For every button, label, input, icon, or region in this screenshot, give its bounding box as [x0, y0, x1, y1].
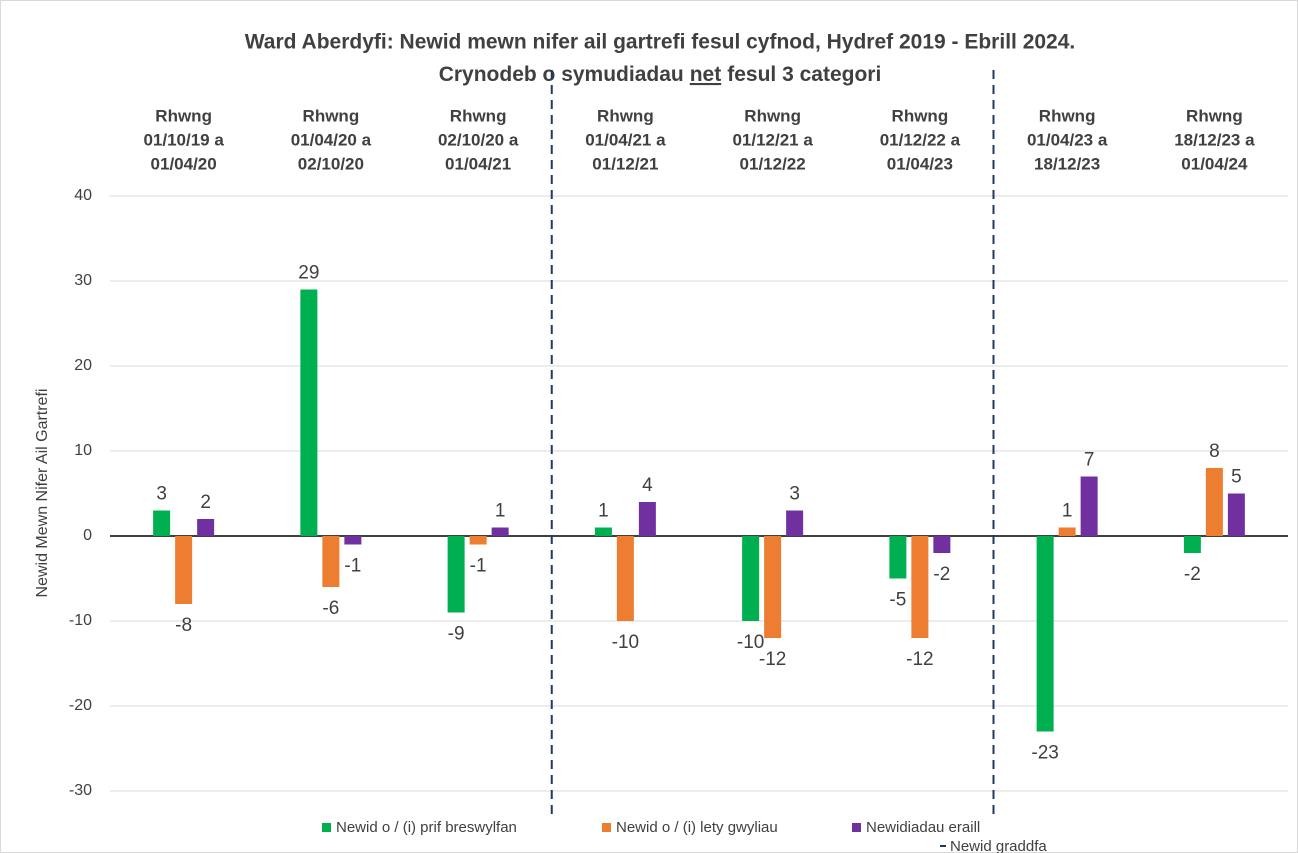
data-label: -8 [175, 615, 192, 636]
bar [491, 527, 509, 536]
subtitle-part: net [690, 63, 722, 86]
category-label: 01/12/21 a [732, 130, 813, 149]
y-tick-label: -10 [69, 612, 92, 629]
bar [1183, 536, 1201, 553]
bar [1058, 527, 1076, 536]
category-label: Rhwng [450, 106, 507, 125]
bar [1205, 468, 1223, 536]
bar [911, 536, 929, 638]
subtitle-part: fesul 3 categori [727, 63, 881, 86]
data-label: 1 [598, 501, 609, 522]
bar [322, 536, 340, 587]
category-label: Rhwng [155, 106, 212, 125]
data-label: -10 [612, 632, 639, 653]
legend-label: Newid o / (i) prif breswylfan [336, 819, 517, 836]
category-label: 18/12/23 [1034, 154, 1100, 173]
bar [764, 536, 782, 638]
y-axis-label: Newid Mewn Nifer Ail Gartrefi [34, 389, 51, 598]
y-tick-label: 40 [74, 187, 92, 204]
category-label: Rhwng [1186, 106, 1243, 125]
category-label: 01/04/21 [445, 154, 511, 173]
y-tick-label: -30 [69, 782, 92, 799]
data-label: -10 [737, 632, 764, 653]
category-label: 01/04/23 [887, 154, 953, 173]
category-label: Rhwng [303, 106, 360, 125]
data-label: -6 [322, 598, 339, 619]
category-label: Rhwng [892, 106, 949, 125]
bar [594, 527, 612, 536]
data-label: 3 [789, 484, 800, 505]
category-label: Rhwng [597, 106, 654, 125]
category-label: 01/12/22 [740, 154, 806, 173]
bar [616, 536, 634, 621]
category-label: 02/10/20 [298, 154, 364, 173]
bar [742, 536, 760, 621]
data-label: 1 [495, 501, 506, 522]
category-label: 18/12/23 a [1174, 130, 1255, 149]
bar [175, 536, 193, 604]
category-label: 02/10/20 a [438, 130, 519, 149]
data-label: -12 [759, 649, 786, 670]
data-label: -1 [470, 556, 487, 577]
bar [1036, 536, 1054, 732]
data-label: 8 [1209, 441, 1220, 462]
data-label: 3 [156, 484, 167, 505]
legend-swatch [322, 823, 331, 832]
bar [300, 289, 318, 536]
bar [153, 510, 171, 536]
data-label: 7 [1084, 450, 1095, 471]
data-label: -9 [448, 624, 465, 645]
bar [1227, 493, 1245, 536]
data-label: -1 [344, 556, 361, 577]
data-label: -2 [933, 564, 950, 585]
bar [889, 536, 907, 579]
y-tick-label: 20 [74, 357, 92, 374]
category-label: 01/04/20 a [291, 130, 372, 149]
data-label: 1 [1062, 501, 1073, 522]
chart-subtitle: Crynodeb o symudiadau net fesul 3 categori [439, 63, 882, 86]
y-tick-label: 0 [83, 527, 92, 544]
legend-label: Newidiadau eraill [866, 819, 980, 836]
bar [1080, 476, 1098, 536]
y-tick-label: 10 [74, 442, 92, 459]
data-label: 4 [642, 475, 653, 496]
chart-title: Ward Aberdyfi: Newid mewn nifer ail gart… [245, 31, 1076, 54]
data-label: -23 [1031, 743, 1058, 764]
bar [197, 519, 215, 536]
category-label: Rhwng [1039, 106, 1096, 125]
legend-swatch [852, 823, 861, 832]
subtitle-part: Crynodeb o symudiadau [439, 63, 684, 86]
category-label: 01/04/23 a [1027, 130, 1108, 149]
bar [447, 536, 465, 613]
data-label: -5 [889, 590, 906, 611]
category-label: 01/12/22 a [880, 130, 961, 149]
legend-label: Newid o / (i) lety gwyliau [616, 819, 778, 836]
category-label: 01/04/20 [151, 154, 217, 173]
category-label: 01/12/21 [592, 154, 658, 173]
data-label: 29 [298, 263, 319, 284]
bar [933, 536, 951, 553]
legend-label: Newid graddfa [950, 838, 1047, 853]
bar [638, 502, 656, 536]
data-label: -2 [1184, 564, 1201, 585]
category-label: 01/10/19 a [143, 130, 224, 149]
y-tick-label: -20 [69, 697, 92, 714]
data-label: -12 [906, 649, 933, 670]
bar [786, 510, 804, 536]
data-label: 2 [200, 492, 211, 513]
y-tick-label: 30 [74, 272, 92, 289]
category-label: Rhwng [744, 106, 801, 125]
legend-swatch [602, 823, 611, 832]
category-label: 01/04/21 a [585, 130, 666, 149]
bar [344, 536, 362, 545]
bar [469, 536, 487, 545]
data-label: 5 [1231, 467, 1242, 488]
category-label: 01/04/24 [1181, 154, 1248, 173]
